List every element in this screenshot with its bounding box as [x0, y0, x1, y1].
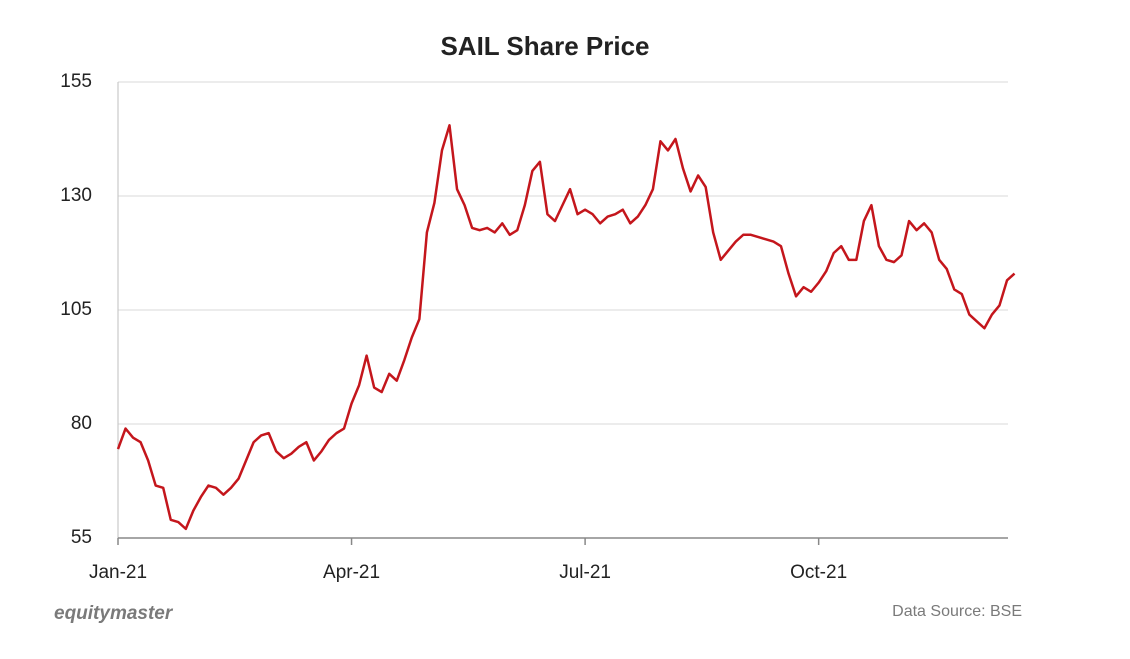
y-tick-label: 55: [71, 527, 92, 548]
y-tick-label: 80: [71, 413, 92, 434]
source: Data Source: BSE: [892, 603, 1022, 620]
brand: equitymaster: [54, 603, 174, 624]
x-tick-label: Jan-21: [89, 562, 147, 583]
x-tick-label: Apr-21: [323, 562, 380, 583]
price-line: [116, 124, 1016, 531]
y-tick-label: 105: [60, 299, 92, 320]
x-tick-label: Jul-21: [559, 562, 611, 583]
chart-title: SAIL Share Price: [440, 31, 649, 61]
y-tick-label: 155: [60, 71, 92, 92]
x-tick-label: Oct-21: [790, 562, 847, 583]
y-tick-label: 130: [60, 185, 92, 206]
